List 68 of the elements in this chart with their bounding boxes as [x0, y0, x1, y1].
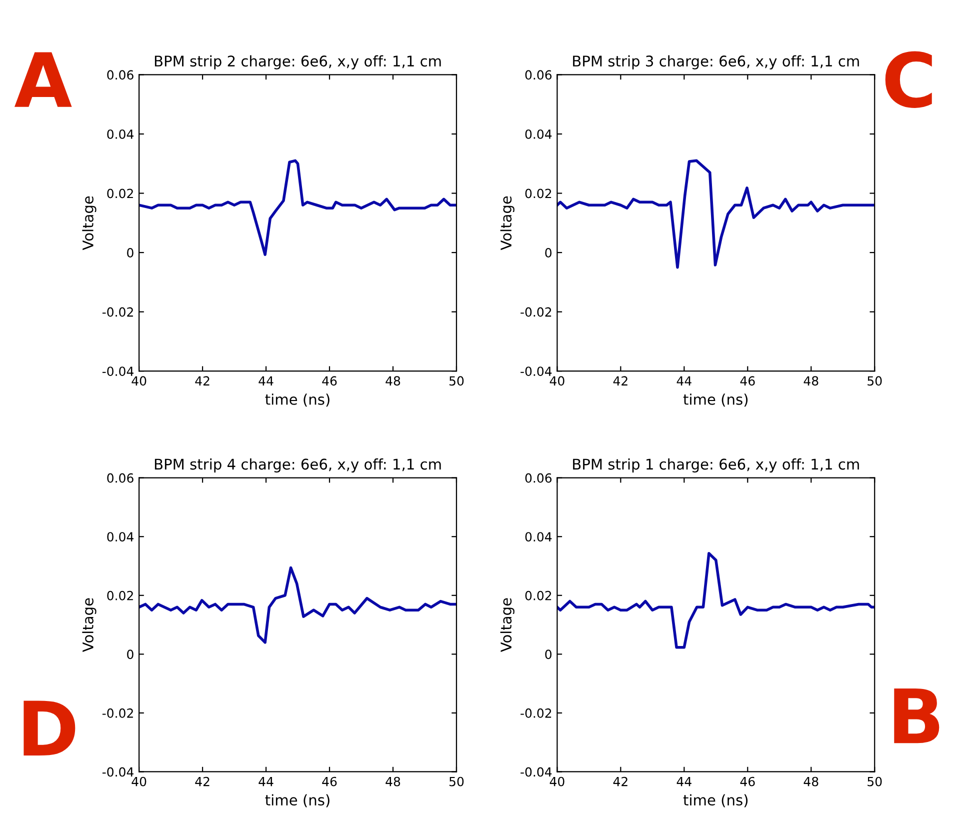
- x-axis-title: time (ns): [265, 394, 330, 407]
- x-tick-label: 42: [613, 376, 628, 386]
- y-tick-label: 0.02: [525, 188, 552, 198]
- y-tick-label: 0: [127, 650, 134, 660]
- x-tick-label: 48: [386, 376, 400, 386]
- y-tick-label: 0.04: [525, 129, 552, 139]
- y-tick-label: -0.04: [520, 366, 552, 376]
- y-axis-title: Voltage: [500, 196, 514, 250]
- y-tick-label: 0.02: [525, 590, 552, 600]
- x-tick-label: 44: [258, 776, 274, 786]
- y-tick-label: 0: [127, 248, 134, 258]
- x-tick-label: 46: [322, 776, 337, 786]
- chart-title: BPM strip 2 charge: 6e6, x,y off: 1,1 cm: [154, 55, 441, 70]
- text: C: [885, 51, 932, 108]
- y-tick-label: 0.02: [107, 590, 133, 600]
- x-axis-title: time (ns): [683, 394, 748, 407]
- x-tick-label: 40: [132, 776, 146, 786]
- x-tick-label: 50: [868, 776, 882, 786]
- y-tick-label: 0.02: [107, 188, 133, 198]
- y-tick-label: 0: [545, 248, 552, 258]
- line-series: [139, 159, 456, 256]
- text: D: [24, 700, 76, 756]
- y-tick-label: -0.04: [102, 366, 134, 376]
- x-tick-label: 48: [386, 776, 400, 786]
- text: A: [14, 52, 72, 107]
- x-tick-label: 40: [550, 776, 564, 786]
- y-tick-label: -0.04: [520, 767, 552, 777]
- chart-title: BPM strip 3 charge: 6e6, x,y off: 1,1 cm: [573, 55, 859, 70]
- y-axis-title: Voltage: [82, 196, 96, 250]
- text: B: [894, 688, 940, 744]
- y-tick-label: 0.06: [107, 70, 134, 80]
- y-tick-label: 0.04: [107, 129, 134, 139]
- x-tick-label: 50: [868, 376, 882, 386]
- y-tick-label: 0.06: [107, 473, 134, 483]
- x-tick-label: 46: [740, 376, 755, 386]
- x-tick-label: 42: [613, 776, 628, 786]
- x-tick-label: 44: [258, 376, 274, 386]
- x-tick-label: 50: [449, 376, 464, 386]
- x-tick-label: 40: [132, 376, 146, 386]
- x-tick-label: 48: [804, 776, 818, 786]
- chart-title: BPM strip 4 charge: 6e6, x,y off: 1,1 cm: [154, 458, 441, 473]
- line-series: [139, 566, 456, 644]
- y-tick-label: -0.02: [102, 708, 133, 718]
- x-tick-label: 40: [550, 376, 564, 386]
- y-tick-label: -0.02: [520, 708, 552, 718]
- y-tick-label: -0.04: [102, 767, 134, 777]
- x-axis-title: time (ns): [683, 794, 748, 808]
- y-tick-label: -0.02: [102, 307, 133, 317]
- y-tick-label: 0.06: [525, 473, 552, 483]
- line-series: [557, 552, 875, 649]
- x-tick-label: 46: [322, 376, 337, 386]
- y-axis-title: Voltage: [82, 598, 96, 652]
- x-tick-label: 48: [804, 376, 818, 386]
- x-tick-label: 50: [449, 776, 464, 786]
- y-axis-title: Voltage: [500, 598, 514, 652]
- y-tick-label: -0.02: [520, 307, 552, 317]
- x-tick-label: 46: [740, 776, 755, 786]
- x-tick-label: 42: [195, 376, 210, 386]
- x-tick-label: 42: [195, 776, 210, 786]
- x-axis-title: time (ns): [265, 794, 330, 808]
- x-tick-label: 44: [676, 376, 692, 386]
- x-tick-label: 44: [676, 776, 692, 786]
- line-series: [557, 159, 875, 269]
- y-tick-label: 0.06: [525, 70, 552, 80]
- chart-title: BPM strip 1 charge: 6e6, x,y off: 1,1 cm: [573, 458, 859, 473]
- y-tick-label: 0.04: [107, 532, 134, 542]
- y-tick-label: 0: [545, 650, 552, 660]
- y-tick-label: 0.04: [525, 532, 552, 542]
